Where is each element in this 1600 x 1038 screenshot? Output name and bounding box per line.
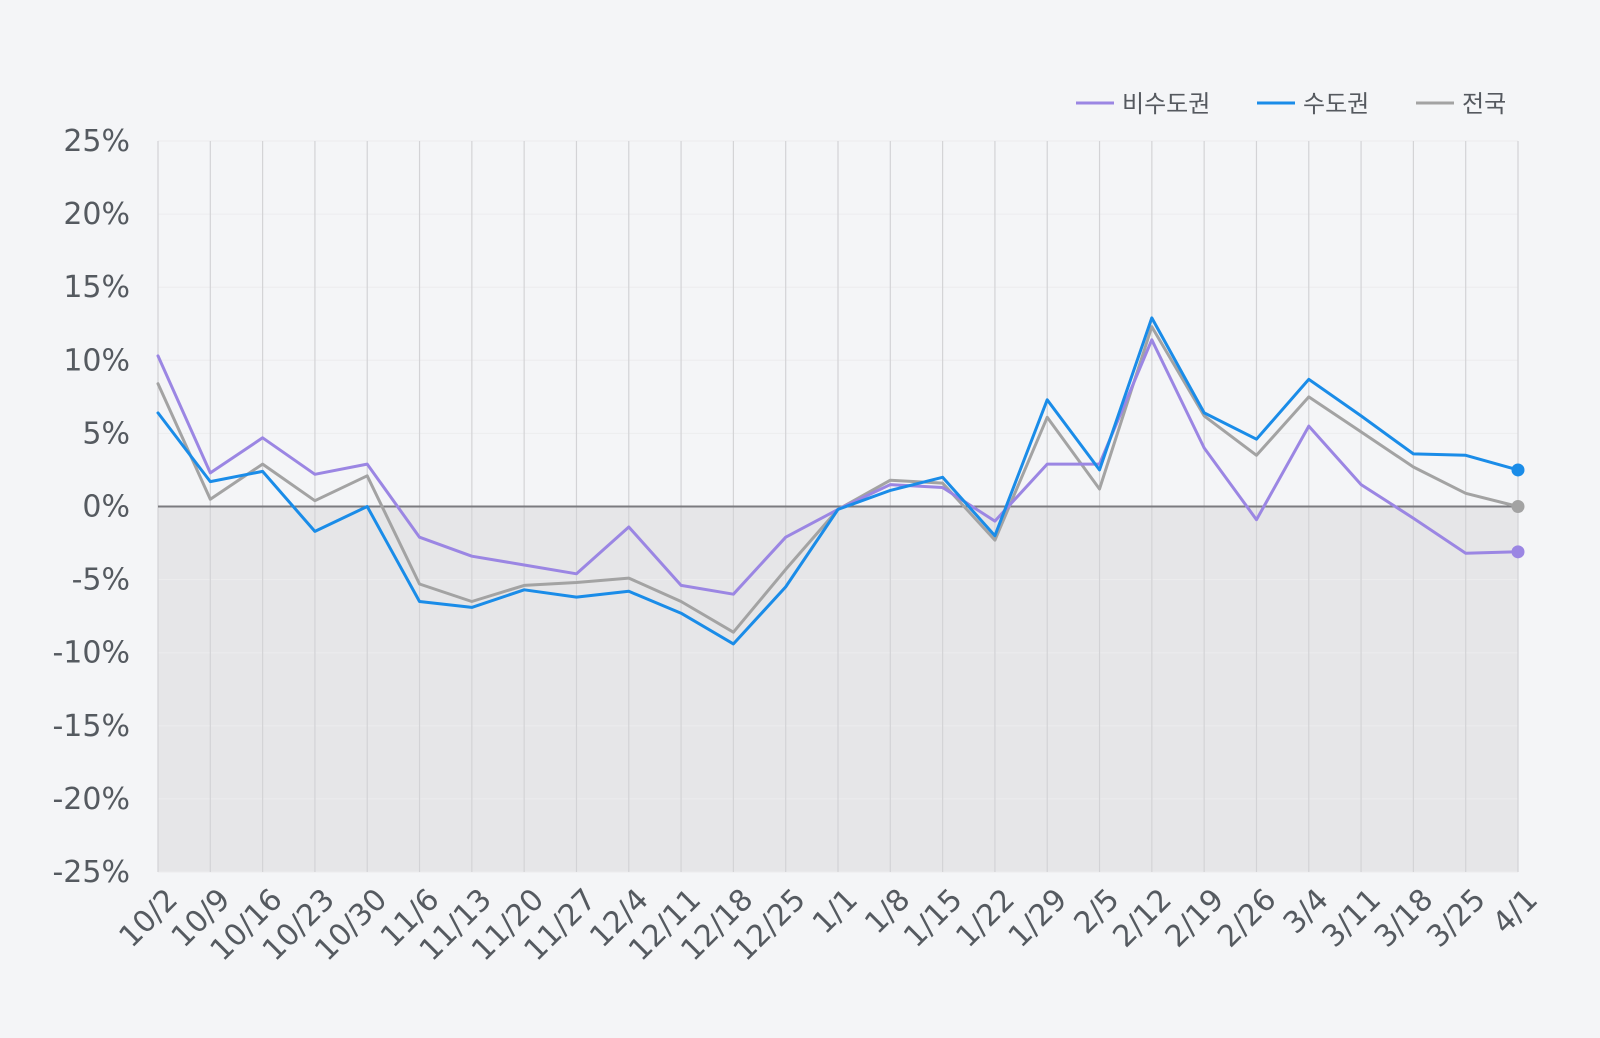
y-tick-label: -10% [52,636,130,671]
legend: 비수도권 수도권 전국 [1076,90,1506,118]
series-lines [156,316,1520,646]
end-marker-2 [1511,500,1525,513]
y-tick-label: 0% [82,490,130,525]
legend-label-2: 전국 [1462,90,1506,118]
end-marker-0 [1511,545,1525,559]
end-marker-1 [1511,463,1525,477]
y-tick-label: 25% [63,124,130,159]
legend-label-0: 비수도권 [1122,90,1210,118]
y-tick-label: 20% [63,197,130,232]
y-tick-label: -25% [52,855,130,890]
y-axis: 25% 20% 15% 10% 5% 0% -5% -10% -15% -20% -25% [52,124,130,890]
legend-label-1: 수도권 [1303,90,1369,118]
y-tick-label: 5% [82,416,130,451]
y-tick-label: -15% [52,709,130,744]
series-line-1 [156,316,1520,646]
end-markers [1511,463,1525,559]
y-tick-label: 10% [63,343,130,378]
y-tick-label: -20% [52,782,130,817]
y-tick-label: -5% [72,563,130,598]
y-tick-label: 15% [63,270,130,305]
